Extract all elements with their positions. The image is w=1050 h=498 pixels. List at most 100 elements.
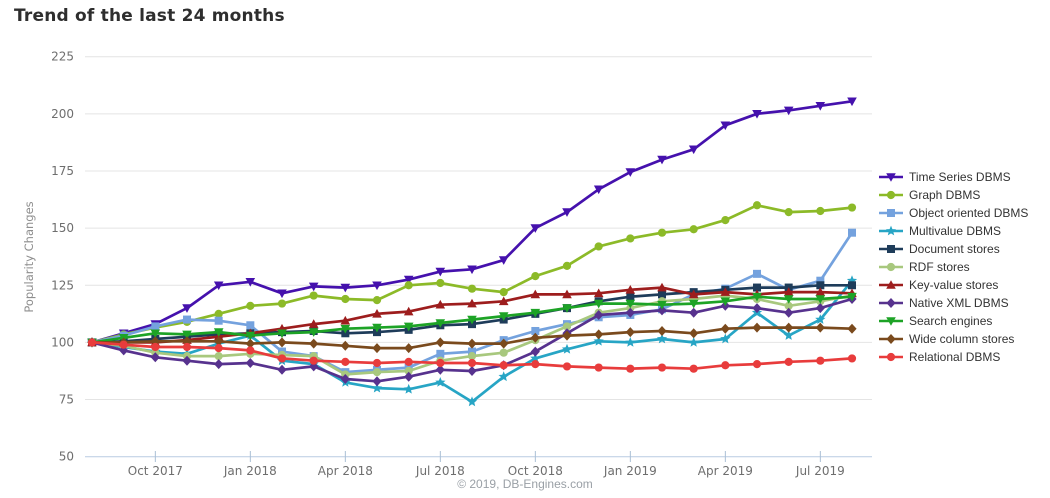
x-tick-label: Jan 2018: [223, 464, 277, 478]
legend-label: Native XML DBMS: [909, 296, 1009, 310]
series-marker-native-xml-dbms: [435, 364, 445, 375]
series-marker-search-engines: [847, 292, 857, 302]
series-marker-search-engines: [182, 330, 192, 340]
series-marker-object-oriented-dbms: [151, 322, 160, 331]
series-marker-object-oriented-dbms: [183, 315, 192, 324]
series-marker-graph-dbms: [214, 309, 223, 318]
series-marker-graph-dbms: [341, 294, 350, 304]
legend-item-key-value-stores: Key-value stores: [878, 276, 1028, 294]
series-marker-graph-dbms: [404, 281, 413, 290]
series-marker-multivalue-dbms: [403, 383, 414, 394]
series-marker-graph-dbms: [721, 216, 730, 225]
series-marker-wide-column-stores: [594, 329, 604, 340]
series-marker-time-series-dbms: [847, 97, 857, 107]
series-marker-wide-column-stores: [720, 323, 730, 334]
series-marker-native-xml-dbms: [689, 307, 699, 318]
series-marker-relational-dbms: [689, 364, 698, 373]
series-marker-document-stores: [848, 281, 857, 290]
series-marker-search-engines: [720, 297, 731, 307]
x-tick-label: Jul 2018: [415, 464, 465, 478]
legend-label: Document stores: [909, 242, 1000, 256]
legend-label: Graph DBMS: [909, 188, 981, 202]
series-marker-key-value-stores: [467, 298, 477, 308]
series-marker-time-series-dbms: [657, 155, 667, 165]
series-marker-relational-dbms: [436, 358, 445, 368]
series-marker-wide-column-stores: [815, 322, 825, 333]
series-marker-time-series-dbms: [308, 282, 319, 292]
series-marker-search-engines: [562, 304, 572, 313]
series-marker-time-series-dbms: [403, 275, 414, 285]
series-marker-native-xml-dbms: [657, 305, 667, 316]
series-marker-time-series-dbms: [435, 267, 446, 277]
series-marker-object-oriented-dbms: [753, 269, 762, 278]
series-marker-document-stores: [753, 283, 762, 292]
series-marker-object-oriented-dbms: [816, 276, 825, 285]
legend-label: Search engines: [909, 314, 993, 328]
series-marker-relational-dbms: [499, 361, 508, 370]
series-marker-relational-dbms: [309, 356, 318, 365]
series-marker-wide-column-stores: [277, 337, 287, 348]
series-marker-graph-dbms: [531, 272, 540, 281]
series-marker-relational-dbms: [816, 356, 825, 365]
series-marker-wide-column-stores: [499, 338, 509, 349]
series-marker-graph-dbms: [277, 299, 287, 308]
series-marker-time-series-dbms: [752, 110, 762, 119]
series-marker-relational-dbms: [246, 346, 255, 355]
series-marker-graph-dbms: [594, 242, 603, 251]
series-marker-relational-dbms: [657, 363, 667, 372]
circle-icon: [879, 190, 903, 200]
series-marker-wide-column-stores: [752, 322, 762, 333]
series-marker-relational-dbms: [119, 340, 128, 349]
y-tick-label: 225: [51, 50, 74, 64]
y-tick-label: 50: [59, 450, 74, 464]
series-marker-relational-dbms: [277, 354, 287, 363]
series-marker-relational-dbms: [372, 358, 382, 368]
series-marker-key-value-stores: [340, 315, 351, 325]
legend-item-document-stores: Document stores: [878, 240, 1028, 258]
y-tick-label: 175: [51, 164, 74, 178]
legend-item-rdf-stores: RDF stores: [878, 258, 1028, 276]
series-marker-search-engines: [245, 331, 256, 341]
y-axis-title: Popularity Changes: [22, 201, 36, 312]
series-marker-search-engines: [657, 300, 667, 310]
legend-item-graph-dbms: Graph DBMS: [878, 186, 1028, 204]
legend-item-object-oriented-dbms: Object oriented DBMS: [878, 204, 1028, 222]
legend-label: RDF stores: [909, 260, 970, 274]
legend-item-relational-dbms: Relational DBMS: [878, 348, 1028, 366]
series-marker-relational-dbms: [467, 358, 477, 368]
series-marker-object-oriented-dbms: [531, 326, 540, 335]
y-tick-label: 100: [51, 335, 74, 349]
series-marker-relational-dbms: [404, 357, 413, 366]
legend-label: Object oriented DBMS: [909, 206, 1029, 220]
series-marker-key-value-stores: [720, 287, 731, 296]
series-marker-wide-column-stores: [404, 343, 414, 354]
y-tick-label: 200: [51, 107, 74, 121]
series-marker-wide-column-stores: [435, 337, 445, 348]
series-marker-native-xml-dbms: [530, 346, 540, 357]
series-marker-time-series-dbms: [245, 278, 256, 287]
series-marker-graph-dbms: [657, 228, 667, 237]
diamond-icon: [879, 298, 903, 308]
series-marker-native-xml-dbms: [245, 358, 255, 368]
series-marker-relational-dbms: [594, 363, 603, 372]
series-marker-object-oriented-dbms: [468, 347, 477, 356]
series-marker-graph-dbms: [246, 301, 255, 310]
series-marker-native-xml-dbms: [340, 374, 350, 384]
series-marker-time-series-dbms: [625, 168, 636, 177]
series-marker-relational-dbms: [752, 360, 762, 369]
series-marker-wide-column-stores: [309, 338, 319, 349]
series-marker-graph-dbms: [467, 284, 477, 293]
x-tick-label: Jul 2019: [795, 464, 845, 478]
series-marker-object-oriented-dbms: [436, 349, 445, 358]
x-tick-label: Oct 2017: [128, 464, 183, 478]
credits-link[interactable]: © 2019, DB-Engines.com: [457, 477, 593, 491]
series-marker-native-xml-dbms: [277, 364, 287, 375]
series-marker-key-value-stores: [308, 319, 319, 328]
diamond-icon: [879, 334, 903, 344]
series-marker-relational-dbms: [562, 362, 572, 371]
series-marker-relational-dbms: [182, 342, 192, 352]
series-marker-wide-column-stores: [340, 340, 350, 351]
series-marker-key-value-stores: [593, 288, 604, 298]
series-marker-rdf-stores: [467, 352, 477, 361]
